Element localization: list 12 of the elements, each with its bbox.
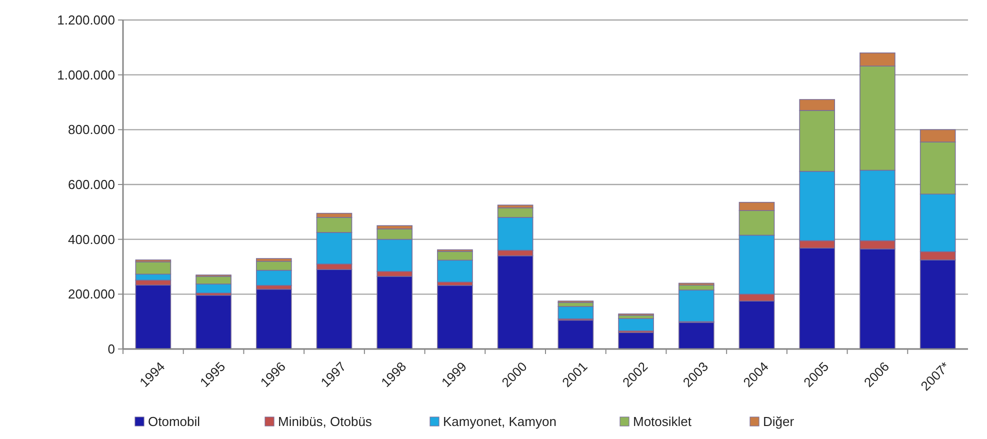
legend-label: Diğer [763,414,795,429]
legend-label: Motosiklet [633,414,692,429]
y-tick-label: 0 [108,342,115,357]
y-tick-label: 200.000 [68,286,115,302]
legend-label: Kamyonet, Kamyon [443,414,556,429]
y-tick-label: 1.200.000 [57,12,115,28]
y-tick-label: 600.000 [68,177,115,192]
legend-label: Minibüs, Otobüs [278,414,372,429]
y-tick-label: 800.000 [68,122,115,138]
y-tick-label: 1.000.000 [57,67,115,82]
legend-label: Otomobil [148,414,200,429]
y-tick-label: 400.000 [68,232,115,247]
